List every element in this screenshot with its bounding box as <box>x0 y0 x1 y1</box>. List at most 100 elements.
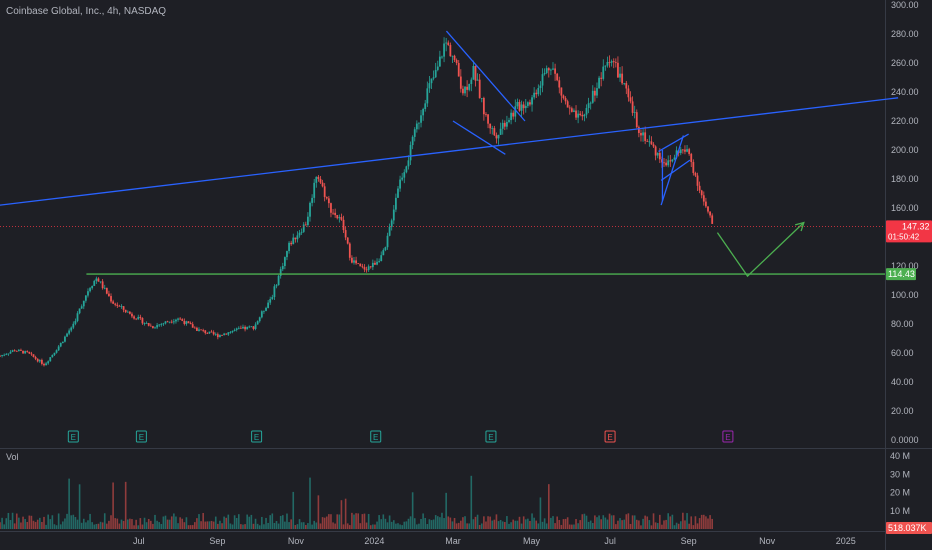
volume-bar <box>480 523 483 529</box>
candle-body <box>237 327 240 329</box>
volume-bar <box>386 522 389 529</box>
trendline-pattern[interactable] <box>660 135 685 206</box>
volume-bar <box>332 522 334 529</box>
volume-bar <box>711 518 713 529</box>
candle-body <box>610 61 613 63</box>
candle-body <box>570 108 573 112</box>
candle-body <box>43 363 45 366</box>
candle-body <box>516 101 519 107</box>
volume-bar <box>416 524 418 529</box>
earnings-marker[interactable]: E <box>370 430 382 443</box>
candle-body <box>531 97 533 105</box>
candle-body <box>269 299 272 303</box>
last-price-badge <box>886 220 932 243</box>
volume-bar <box>439 517 441 529</box>
volume-bar <box>405 521 408 529</box>
volume-bar <box>158 522 160 529</box>
candle-body <box>128 311 131 314</box>
candle-body <box>388 226 391 236</box>
volume-bar <box>409 516 412 529</box>
time-tick-label: Jul <box>133 536 145 546</box>
volume-bar <box>550 517 552 529</box>
candle-body <box>59 343 62 347</box>
candle-body <box>344 230 347 238</box>
candle-body <box>5 354 8 355</box>
volume-bar <box>705 516 707 529</box>
candle-body <box>166 321 169 323</box>
volume-bar <box>145 522 148 529</box>
volume-bar <box>648 520 651 529</box>
earnings-marker[interactable]: E <box>67 430 79 443</box>
candle-body <box>355 260 357 264</box>
volume-bar <box>615 524 617 529</box>
candle-body <box>470 79 473 85</box>
volume-bar <box>571 524 573 529</box>
candle-body <box>275 285 278 287</box>
trendline-rising_wedge_line[interactable] <box>0 97 899 206</box>
candle-body <box>596 88 598 96</box>
candle-body <box>233 329 236 331</box>
trendline-pattern[interactable] <box>452 120 506 155</box>
volume-bar <box>292 491 295 529</box>
volume-bar <box>244 524 246 529</box>
projection-path[interactable] <box>716 222 805 278</box>
candle-body <box>656 152 659 156</box>
volume-bar <box>152 523 154 529</box>
trendline-pattern[interactable] <box>660 159 691 181</box>
volume-bar <box>227 514 230 529</box>
candle-body <box>506 121 508 127</box>
candle-body <box>665 162 668 166</box>
volume-bar <box>518 516 521 529</box>
candle-body <box>101 281 104 289</box>
candle-body <box>72 323 75 328</box>
volume-bar <box>307 523 309 529</box>
volume-bar <box>566 517 569 529</box>
earnings-marker[interactable]: E <box>604 430 616 443</box>
volume-bar <box>635 519 638 529</box>
volume-bar <box>516 520 519 529</box>
volume-bar <box>18 517 20 529</box>
candle-body <box>143 323 146 324</box>
candle-body <box>231 330 234 333</box>
volume-bar <box>242 524 244 529</box>
volume-bar <box>537 523 540 529</box>
volume-bar <box>378 515 380 529</box>
candle-body <box>189 323 192 325</box>
volume-bar <box>225 517 228 529</box>
earnings-marker[interactable]: E <box>485 430 497 443</box>
candle-body <box>698 185 701 191</box>
volume-bar <box>399 524 401 529</box>
candle-body <box>566 101 569 108</box>
candle-body <box>338 217 341 219</box>
candle-body <box>152 326 154 328</box>
volume-bar <box>485 521 487 529</box>
candle-body <box>158 324 161 326</box>
candle-body <box>204 330 207 334</box>
earnings-marker[interactable]: E <box>251 430 263 443</box>
volume-bar <box>514 520 517 529</box>
earnings-marker[interactable]: E <box>722 430 734 443</box>
volume-bar <box>118 523 121 529</box>
volume-bar <box>15 513 18 529</box>
candle-body <box>512 112 515 117</box>
volume-bar <box>240 524 242 529</box>
volume-bar <box>667 513 670 529</box>
volume-bar <box>290 519 292 529</box>
earnings-marker[interactable]: E <box>135 430 147 443</box>
candle-body <box>411 136 414 146</box>
volume-bar <box>441 512 443 529</box>
candle-body <box>424 103 427 110</box>
candle-body <box>397 188 399 198</box>
candle-body <box>70 327 73 331</box>
volume-bar <box>679 521 682 529</box>
volume-bar <box>185 517 188 529</box>
candle-body <box>480 98 483 99</box>
candle-body <box>432 77 435 79</box>
volume-bar <box>340 500 343 529</box>
volume-bar <box>436 516 439 529</box>
candle-body <box>384 247 387 251</box>
volume-bar <box>531 513 533 529</box>
trendline-pattern[interactable] <box>445 30 526 122</box>
volume-bar <box>202 512 204 529</box>
